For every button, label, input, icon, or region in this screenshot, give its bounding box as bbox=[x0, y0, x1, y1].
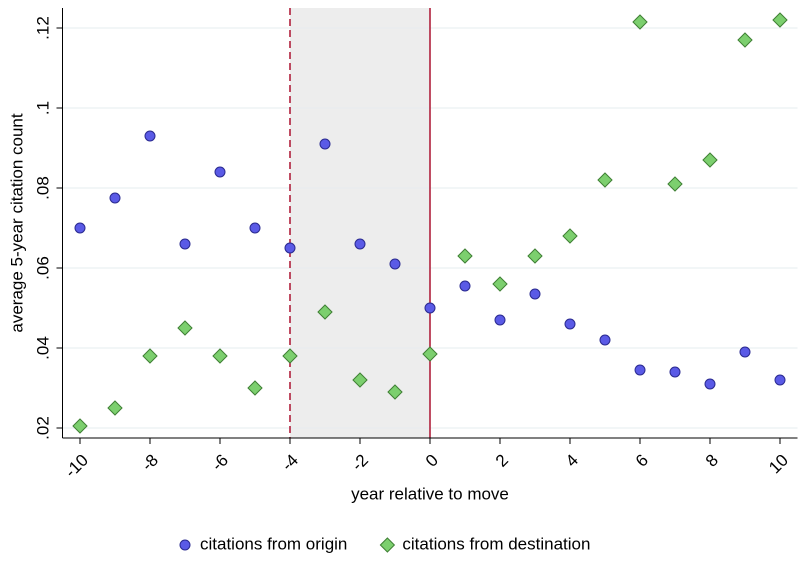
data-point bbox=[634, 364, 646, 376]
data-point bbox=[424, 302, 436, 314]
x-tick-label: -8 bbox=[138, 451, 162, 475]
legend-label: citations from destination bbox=[402, 534, 590, 553]
x-tick-label: -2 bbox=[348, 451, 372, 475]
legend-label: citations from origin bbox=[200, 534, 347, 553]
data-point bbox=[177, 320, 193, 336]
y-tick-label: .04 bbox=[33, 336, 52, 360]
data-point bbox=[597, 172, 613, 188]
data-point bbox=[422, 346, 438, 362]
x-tick-label: -6 bbox=[208, 451, 232, 475]
y-tick-label: .12 bbox=[33, 16, 52, 40]
data-point bbox=[249, 222, 261, 234]
data-point bbox=[282, 348, 298, 364]
data-point bbox=[599, 334, 611, 346]
data-point bbox=[564, 318, 576, 330]
data-point bbox=[284, 242, 296, 254]
data-point bbox=[212, 348, 228, 364]
data-point bbox=[107, 400, 123, 416]
data-point bbox=[317, 304, 333, 320]
data-point bbox=[632, 14, 648, 30]
data-point bbox=[179, 238, 191, 250]
data-point bbox=[527, 248, 543, 264]
data-point bbox=[214, 166, 226, 178]
data-point bbox=[354, 238, 366, 250]
data-point bbox=[387, 384, 403, 400]
data-point bbox=[704, 378, 716, 390]
data-point bbox=[72, 418, 88, 434]
x-tick-label: 10 bbox=[765, 451, 792, 478]
y-tick-label: .08 bbox=[33, 176, 52, 200]
data-point bbox=[74, 222, 86, 234]
data-point bbox=[562, 228, 578, 244]
data-point bbox=[144, 130, 156, 142]
data-point bbox=[457, 248, 473, 264]
x-tick-label: -10 bbox=[61, 451, 92, 482]
x-tick-label: 2 bbox=[492, 451, 512, 471]
shaded-region bbox=[290, 8, 430, 438]
data-point bbox=[669, 366, 681, 378]
data-point bbox=[772, 12, 788, 28]
legend-marker bbox=[179, 539, 191, 551]
x-tick-label: 4 bbox=[562, 451, 582, 471]
data-point bbox=[459, 280, 471, 292]
data-point bbox=[494, 314, 506, 326]
x-tick-label: 0 bbox=[422, 451, 442, 471]
data-point bbox=[352, 372, 368, 388]
legend-marker bbox=[379, 537, 396, 553]
data-point bbox=[389, 258, 401, 270]
data-point bbox=[702, 152, 718, 168]
data-point bbox=[529, 288, 541, 300]
x-tick-label: 8 bbox=[702, 451, 722, 471]
y-axis-label: average 5-year citation count bbox=[7, 113, 26, 333]
data-point bbox=[739, 346, 751, 358]
x-tick-label: 6 bbox=[632, 451, 652, 471]
data-point bbox=[109, 192, 121, 204]
data-point bbox=[492, 276, 508, 292]
y-tick-label: .06 bbox=[33, 256, 52, 280]
data-point bbox=[737, 32, 753, 48]
data-point bbox=[319, 138, 331, 150]
data-point bbox=[142, 348, 158, 364]
y-tick-label: .1 bbox=[33, 101, 52, 115]
x-tick-label: -4 bbox=[278, 451, 302, 475]
data-point bbox=[667, 176, 683, 192]
data-point bbox=[247, 380, 263, 396]
y-tick-label: .02 bbox=[33, 416, 52, 440]
data-point bbox=[774, 374, 786, 386]
x-axis-label: year relative to move bbox=[351, 484, 509, 503]
